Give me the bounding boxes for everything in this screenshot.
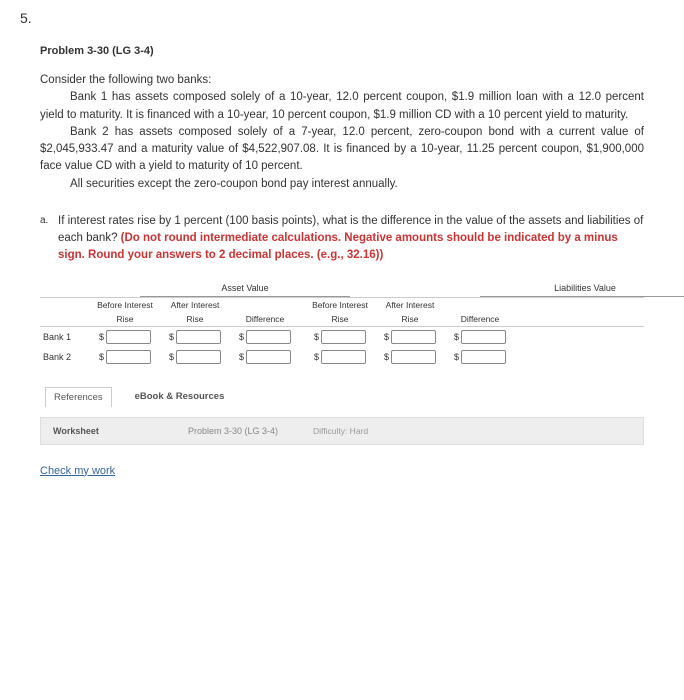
liabilities-value-header: Liabilities Value xyxy=(480,280,684,297)
bank2-desc: Bank 2 has assets composed solely of a 7… xyxy=(40,124,644,176)
dollar-sign: $ xyxy=(314,352,319,362)
table-header-top: Asset Value Liabilities Value xyxy=(40,280,644,298)
bank2-liab-before-input[interactable] xyxy=(321,350,366,364)
intro-line: Consider the following two banks: xyxy=(40,74,211,86)
col-before-liab: Before Interest xyxy=(305,298,375,312)
col-diff2: Difference xyxy=(445,312,515,326)
question-marker: a. xyxy=(40,213,48,228)
asset-value-header: Asset Value xyxy=(140,280,350,297)
table-header-sub2: Rise Rise Difference Rise Rise Differenc… xyxy=(40,312,644,327)
bank2-liab-diff-input[interactable] xyxy=(461,350,506,364)
bank2-asset-after-input[interactable] xyxy=(176,350,221,364)
worksheet-bar: Worksheet Problem 3-30 (LG 3-4) Difficul… xyxy=(40,417,644,445)
dollar-sign: $ xyxy=(384,352,389,362)
problem-title: Problem 3-30 (LG 3-4) xyxy=(40,45,644,57)
bank1-asset-before-input[interactable] xyxy=(106,330,151,344)
col-after-assets: After Interest xyxy=(160,298,230,312)
dollar-sign: $ xyxy=(99,352,104,362)
bank2-liab-after-input[interactable] xyxy=(391,350,436,364)
check-my-work-link[interactable]: Check my work xyxy=(40,465,644,477)
bank2-asset-diff-input[interactable] xyxy=(246,350,291,364)
answer-table: Asset Value Liabilities Value Before Int… xyxy=(40,280,644,367)
col-rise2: Rise xyxy=(160,312,230,326)
dollar-sign: $ xyxy=(169,352,174,362)
question-instructions: (Do not round intermediate calculations.… xyxy=(58,232,618,261)
bank2-label: Bank 2 xyxy=(40,352,90,362)
worksheet-difficulty: Difficulty: Hard xyxy=(313,426,413,436)
problem-body: Consider the following two banks: Bank 1… xyxy=(40,72,644,193)
worksheet-problem: Problem 3-30 (LG 3-4) xyxy=(153,426,313,436)
dollar-sign: $ xyxy=(169,332,174,342)
dollar-sign: $ xyxy=(384,332,389,342)
securities-note: All securities except the zero-coupon bo… xyxy=(40,176,644,193)
col-rise3: Rise xyxy=(305,312,375,326)
dollar-sign: $ xyxy=(99,332,104,342)
tabs: References eBook & Resources xyxy=(40,387,644,407)
table-row: Bank 1 $ $ $ $ $ $ xyxy=(40,327,644,347)
table-header-sub1: Before Interest After Interest Before In… xyxy=(40,298,644,312)
col-rise4: Rise xyxy=(375,312,445,326)
question-a: a. If interest rates rise by 1 percent (… xyxy=(40,213,644,265)
bank1-asset-diff-input[interactable] xyxy=(246,330,291,344)
bank1-liab-before-input[interactable] xyxy=(321,330,366,344)
table-row: Bank 2 $ $ $ $ $ $ xyxy=(40,347,644,367)
bank2-asset-before-input[interactable] xyxy=(106,350,151,364)
col-after-liab: After Interest xyxy=(375,298,445,312)
bank1-asset-after-input[interactable] xyxy=(176,330,221,344)
col-before-assets: Before Interest xyxy=(90,298,160,312)
dollar-sign: $ xyxy=(239,352,244,362)
col-diff1: Difference xyxy=(230,312,300,326)
tab-references[interactable]: References xyxy=(45,387,112,407)
bank1-desc: Bank 1 has assets composed solely of a 1… xyxy=(40,89,644,124)
worksheet-label[interactable]: Worksheet xyxy=(53,426,153,436)
dollar-sign: $ xyxy=(314,332,319,342)
bank1-liab-after-input[interactable] xyxy=(391,330,436,344)
dollar-sign: $ xyxy=(239,332,244,342)
bank1-label: Bank 1 xyxy=(40,332,90,342)
dollar-sign: $ xyxy=(454,332,459,342)
bank1-liab-diff-input[interactable] xyxy=(461,330,506,344)
tab-ebook-resources[interactable]: eBook & Resources xyxy=(127,387,233,407)
col-rise1: Rise xyxy=(90,312,160,326)
problem-number: 5. xyxy=(20,10,32,26)
dollar-sign: $ xyxy=(454,352,459,362)
